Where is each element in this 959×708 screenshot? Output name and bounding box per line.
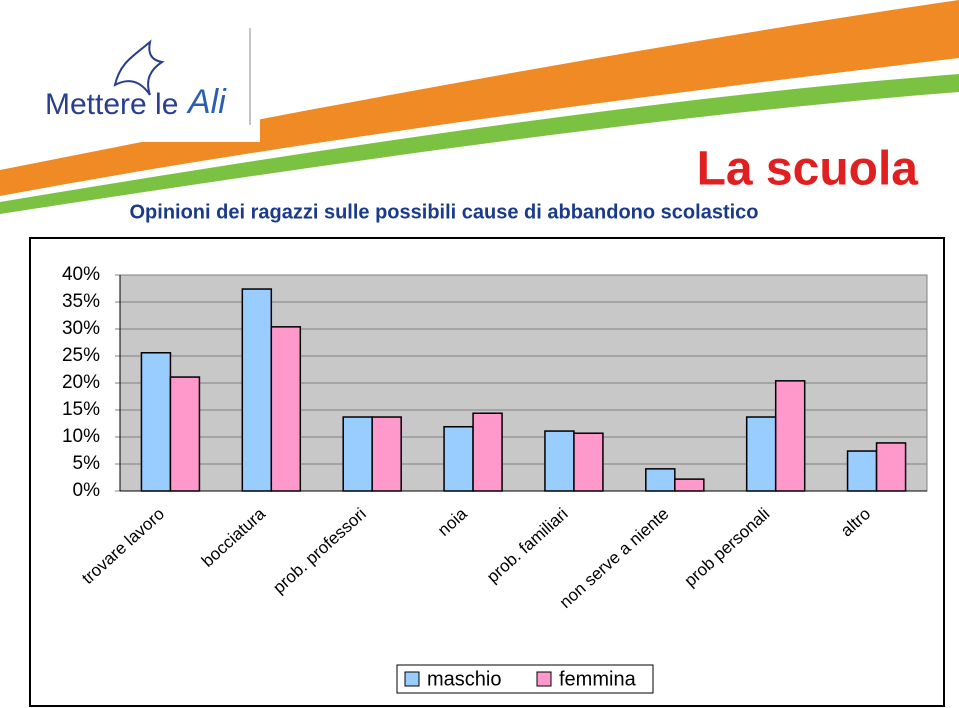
legend-label: maschio: [427, 668, 501, 690]
chart-title: Opinioni dei ragazzi sulle possibili cau…: [129, 201, 758, 223]
bar: [674, 478, 705, 492]
y-tick-label: 40%: [62, 264, 100, 285]
y-tick-label: 15%: [62, 399, 100, 420]
bar: [270, 326, 302, 492]
bar: [645, 468, 676, 492]
bar: [140, 352, 172, 492]
bar: [342, 416, 373, 492]
logo-accent: Ali: [186, 83, 227, 121]
legend: [396, 664, 654, 694]
green-swoosh: [0, 74, 959, 214]
orange-swoosh: [0, 0, 959, 196]
y-tick-label: 25%: [62, 345, 100, 366]
bar: [544, 430, 575, 492]
y-tick-label: 5%: [73, 453, 101, 474]
y-tick-label: 20%: [62, 372, 100, 393]
bar: [745, 416, 777, 492]
bar: [443, 425, 474, 492]
bar: [241, 288, 273, 492]
legend-swatch: [404, 671, 420, 687]
y-tick-label: 10%: [62, 426, 100, 447]
y-tick-label: 0%: [73, 480, 101, 501]
bar: [846, 450, 878, 492]
bar: [169, 376, 201, 492]
y-tick-label: 35%: [62, 291, 100, 312]
y-tick-label: 30%: [62, 318, 100, 339]
bar: [573, 432, 604, 492]
legend-swatch: [536, 671, 552, 687]
logo-text: Mettere le: [45, 88, 178, 121]
bar: [875, 442, 907, 492]
bar: [371, 416, 402, 492]
bar: [774, 380, 806, 492]
legend-label: femmina: [559, 668, 637, 690]
bar: [472, 412, 503, 492]
slide-title: La scuola: [697, 143, 919, 196]
logo-bird: [113, 39, 165, 96]
